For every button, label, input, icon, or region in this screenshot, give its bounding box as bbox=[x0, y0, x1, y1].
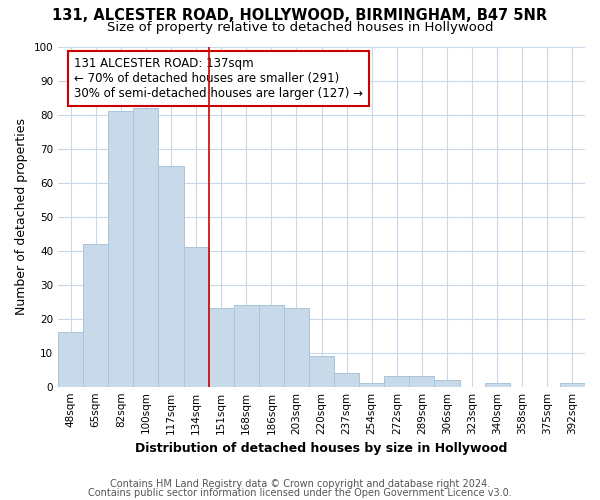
Bar bbox=[184, 247, 209, 386]
Bar bbox=[158, 166, 184, 386]
Text: Contains HM Land Registry data © Crown copyright and database right 2024.: Contains HM Land Registry data © Crown c… bbox=[110, 479, 490, 489]
Bar bbox=[434, 380, 460, 386]
Bar bbox=[133, 108, 158, 386]
Bar bbox=[409, 376, 434, 386]
Bar bbox=[209, 308, 233, 386]
Text: 131, ALCESTER ROAD, HOLLYWOOD, BIRMINGHAM, B47 5NR: 131, ALCESTER ROAD, HOLLYWOOD, BIRMINGHA… bbox=[52, 8, 548, 22]
Bar bbox=[83, 244, 108, 386]
X-axis label: Distribution of detached houses by size in Hollywood: Distribution of detached houses by size … bbox=[136, 442, 508, 455]
Bar bbox=[359, 384, 384, 386]
Bar bbox=[284, 308, 309, 386]
Y-axis label: Number of detached properties: Number of detached properties bbox=[15, 118, 28, 315]
Bar bbox=[233, 305, 259, 386]
Bar bbox=[58, 332, 83, 386]
Bar bbox=[259, 305, 284, 386]
Bar bbox=[108, 111, 133, 386]
Text: Contains public sector information licensed under the Open Government Licence v3: Contains public sector information licen… bbox=[88, 488, 512, 498]
Text: 131 ALCESTER ROAD: 137sqm
← 70% of detached houses are smaller (291)
30% of semi: 131 ALCESTER ROAD: 137sqm ← 70% of detac… bbox=[74, 56, 363, 100]
Bar bbox=[334, 373, 359, 386]
Bar bbox=[485, 384, 510, 386]
Bar bbox=[384, 376, 409, 386]
Bar bbox=[309, 356, 334, 386]
Bar bbox=[560, 384, 585, 386]
Text: Size of property relative to detached houses in Hollywood: Size of property relative to detached ho… bbox=[107, 21, 493, 34]
